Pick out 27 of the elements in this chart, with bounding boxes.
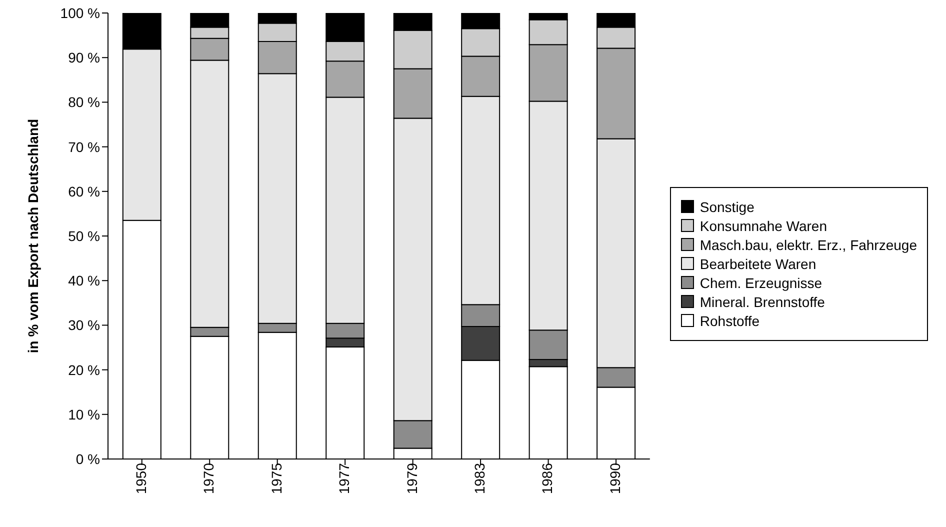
y-tick-label: 0 %	[76, 450, 100, 467]
x-tick-label: 1970	[200, 462, 217, 494]
y-tick-label: 70 %	[68, 138, 100, 155]
legend-label: Mineral. Brennstoffe	[700, 294, 825, 310]
x-tick-label: 1950	[132, 462, 149, 494]
y-tick-label: 80 %	[68, 94, 100, 110]
y-tick-label: 20 %	[68, 362, 100, 378]
y-tick-label: 60 %	[68, 183, 100, 200]
x-tick-label: 1979	[404, 462, 420, 494]
legend-label: Sonstige	[700, 198, 754, 214]
y-tick-label: 40 %	[68, 272, 100, 289]
y-tick-label: 100 %	[60, 4, 100, 21]
x-tick-label: 1983	[471, 462, 488, 494]
y-tick-label: 30 %	[68, 317, 100, 334]
x-tick-label: 1986	[539, 462, 556, 494]
x-tick-label: 1977	[336, 462, 352, 494]
legend-label: Masch.bau, elektr. Erz., Fahrzeuge	[700, 236, 917, 252]
legend-label: Bearbeitete Waren	[700, 256, 816, 272]
legend-label: Rohstoffe	[700, 312, 760, 328]
x-tick-label: 1975	[268, 462, 284, 494]
y-tick-label: 10 %	[68, 406, 100, 422]
y-tick-label: 50 %	[68, 228, 100, 244]
y-axis-title: in % vom Export nach Deutschland	[24, 118, 41, 354]
y-tick-label: 90 %	[68, 50, 100, 66]
x-tick-label: 1990	[606, 462, 623, 494]
legend-label: Konsumnahe Waren	[700, 218, 827, 234]
legend-label: Chem. Erzeugnisse	[700, 274, 822, 290]
